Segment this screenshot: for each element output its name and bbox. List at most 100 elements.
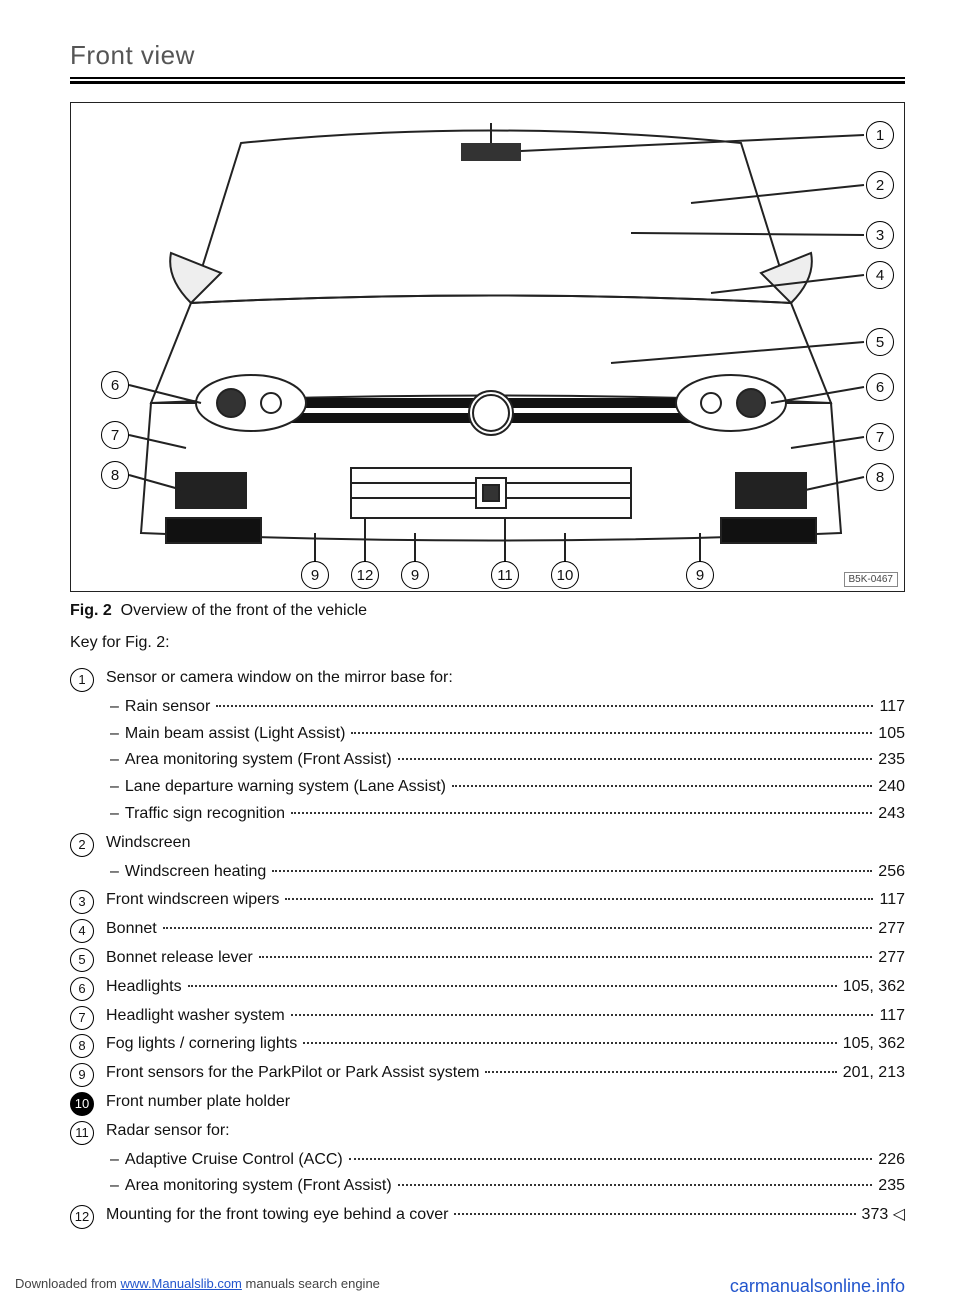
- leader-dots: [454, 1213, 855, 1215]
- item-number: 8: [70, 1034, 94, 1058]
- callout-8: 8: [101, 461, 129, 489]
- rule-thick: [70, 81, 905, 84]
- item-label: Sensor or camera window on the mirror ba…: [106, 666, 453, 691]
- leader-dots: [303, 1042, 837, 1044]
- dash: –: [110, 748, 119, 773]
- key-subitem: –Rain sensor 117: [110, 695, 905, 720]
- item-label: Headlight washer system: [106, 1004, 285, 1029]
- item-number: 3: [70, 890, 94, 914]
- page-ref: 277: [878, 946, 905, 971]
- callout-2: 2: [866, 171, 894, 199]
- leader-dots: [398, 1184, 873, 1186]
- subitem-label: Lane departure warning system (Lane Assi…: [125, 775, 446, 800]
- item-number: 9: [70, 1063, 94, 1087]
- item-label: Radar sensor for:: [106, 1119, 230, 1144]
- page-ref: 117: [879, 1004, 905, 1029]
- leader-dots: [163, 927, 873, 929]
- item-number: 5: [70, 948, 94, 972]
- callout-9: 9: [401, 561, 429, 589]
- leader-dots: [216, 705, 873, 707]
- item-label: Bonnet: [106, 917, 157, 942]
- callout-7: 7: [101, 421, 129, 449]
- dash: –: [110, 775, 119, 800]
- item-number: 4: [70, 919, 94, 943]
- dash: –: [110, 722, 119, 747]
- page-ref: 240: [878, 775, 905, 800]
- key-list: 1Sensor or camera window on the mirror b…: [70, 666, 905, 1228]
- page-ref: 256: [878, 860, 905, 885]
- leader-dots: [398, 758, 873, 760]
- subitem-label: Area monitoring system (Front Assist): [125, 1174, 392, 1199]
- subitem-label: Traffic sign recognition: [125, 802, 285, 827]
- key-item-4: 4 Bonnet 277: [70, 917, 905, 942]
- footer-link[interactable]: www.Manualslib.com: [121, 1276, 242, 1291]
- key-item-10: 10 Front number plate holder: [70, 1090, 905, 1115]
- item-label: Bonnet release lever: [106, 946, 253, 971]
- key-item-11: 11 Radar sensor for:: [70, 1119, 905, 1144]
- item-number: 7: [70, 1006, 94, 1030]
- page-ref: 235: [878, 748, 905, 773]
- subitem-label: Main beam assist (Light Assist): [125, 722, 346, 747]
- callout-12: 12: [351, 561, 379, 589]
- callout-6: 6: [101, 371, 129, 399]
- key-item-3: 3Front windscreen wipers117: [70, 888, 905, 913]
- subitem-label: Area monitoring system (Front Assist): [125, 748, 392, 773]
- footer-left-suffix: manuals search engine: [242, 1276, 380, 1291]
- leader-dots: [291, 812, 872, 814]
- leader-dots: [349, 1158, 873, 1160]
- key-item-12: 12Mounting for the front towing eye behi…: [70, 1203, 905, 1228]
- page-ref: 105, 362: [843, 975, 905, 1000]
- rule-thin: [70, 77, 905, 79]
- leader-dots: [272, 870, 872, 872]
- item-number: 12: [70, 1205, 94, 1229]
- page-ref: 105: [878, 722, 905, 747]
- key-item-2: 2 Windscreen: [70, 831, 905, 856]
- leader-dots: [285, 898, 873, 900]
- key-item-6: 6Headlights105, 362: [70, 975, 905, 1000]
- page-ref: 117: [879, 695, 905, 720]
- figure-number: Fig. 2: [70, 602, 112, 619]
- dash: –: [110, 695, 119, 720]
- figure-code: B5K-0467: [844, 572, 898, 587]
- subitem-label: Windscreen heating: [125, 860, 266, 885]
- item-label: Windscreen: [106, 831, 190, 856]
- leader-dots: [351, 732, 872, 734]
- key-subitem: –Lane departure warning system (Lane Ass…: [110, 775, 905, 800]
- footer-left: Downloaded from www.Manualslib.com manua…: [15, 1276, 380, 1297]
- figure-caption: Fig. 2 Overview of the front of the vehi…: [70, 602, 905, 620]
- subitem-label: Adaptive Cruise Control (ACC): [125, 1148, 343, 1173]
- dash: –: [110, 802, 119, 827]
- key-subitem: –Traffic sign recognition 243: [110, 802, 905, 827]
- figure-caption-text: Overview of the front of the vehicle: [121, 602, 367, 619]
- leader-dots: [452, 785, 872, 787]
- item-number: 11: [70, 1121, 94, 1145]
- figure-box: 12345678678912911109 B5K-0467: [70, 102, 905, 592]
- item-label: Front number plate holder: [106, 1090, 290, 1115]
- page-ref: 226: [878, 1148, 905, 1173]
- key-item-8: 8Fog lights / cornering lights105, 362: [70, 1032, 905, 1057]
- callout-3: 3: [866, 221, 894, 249]
- callout-1: 1: [866, 121, 894, 149]
- key-subitem: –Windscreen heating256: [110, 860, 905, 885]
- item-number: 10: [70, 1092, 94, 1116]
- page-ref: 277: [878, 917, 905, 942]
- callout-9: 9: [686, 561, 714, 589]
- callout-7: 7: [866, 423, 894, 451]
- dash: –: [110, 1148, 119, 1173]
- footer-right[interactable]: carmanualsonline.info: [730, 1276, 905, 1297]
- page-ref: 235: [878, 1174, 905, 1199]
- car-diagram: [71, 103, 906, 593]
- callout-6: 6: [866, 373, 894, 401]
- callout-5: 5: [866, 328, 894, 356]
- leader-dots: [485, 1071, 836, 1073]
- subitem-label: Rain sensor: [125, 695, 210, 720]
- leader-dots: [259, 956, 873, 958]
- callout-9: 9: [301, 561, 329, 589]
- callout-4: 4: [866, 261, 894, 289]
- page-ref: 117: [879, 888, 905, 913]
- page-ref: 243: [878, 802, 905, 827]
- callout-10: 10: [551, 561, 579, 589]
- key-subitem: –Area monitoring system (Front Assist)23…: [110, 1174, 905, 1199]
- item-label: Front sensors for the ParkPilot or Park …: [106, 1061, 479, 1086]
- item-number: 2: [70, 833, 94, 857]
